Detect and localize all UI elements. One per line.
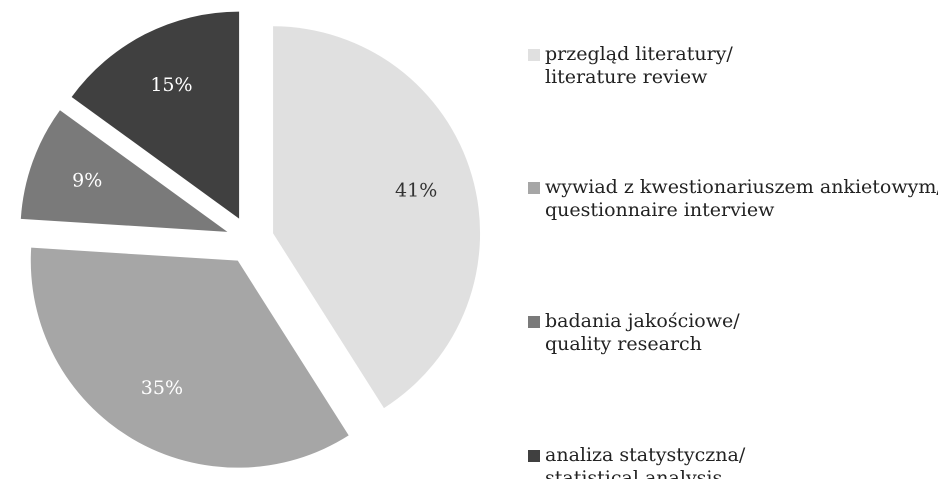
legend-label: statistical analysis (545, 467, 722, 479)
data-label: 9% (72, 169, 102, 191)
pie-slice (273, 26, 481, 409)
legend-swatch (528, 316, 540, 328)
legend-swatch (528, 49, 540, 61)
legend-label: wywiad z kwestionariuszem ankietowym/ (545, 176, 938, 198)
data-label: 15% (150, 74, 192, 96)
legend-swatch (528, 450, 540, 462)
legend-label: przegląd literatury/ (545, 43, 733, 65)
legend-label: quality research (545, 333, 702, 355)
pie-slice (20, 110, 228, 232)
legend-label: literature review (545, 66, 708, 88)
pie-slice (71, 11, 240, 219)
legend-label: analiza statystyczna/ (545, 444, 746, 466)
data-label: 41% (395, 180, 437, 202)
data-label: 35% (141, 377, 183, 399)
pie-slice (30, 247, 349, 468)
legend-label: questionnaire interview (545, 199, 775, 221)
legend-label: badania jakościowe/ (545, 310, 740, 332)
legend-swatch (528, 182, 540, 194)
